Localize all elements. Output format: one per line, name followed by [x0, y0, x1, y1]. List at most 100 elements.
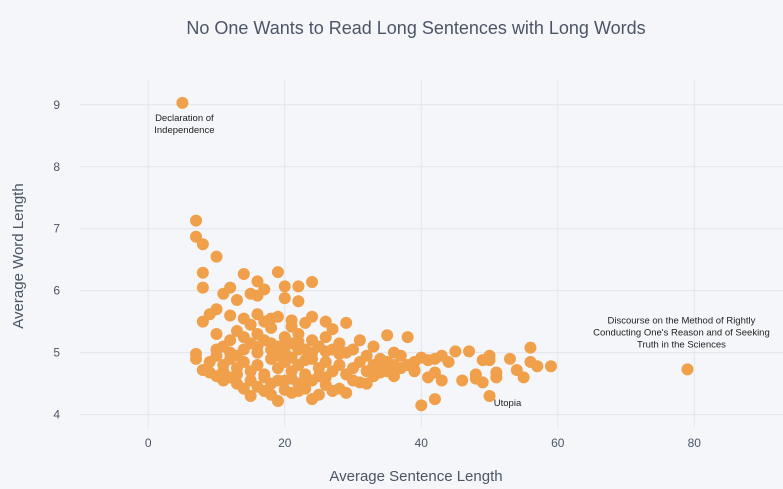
- y-tick-label: 4: [53, 408, 60, 422]
- data-point[interactable]: [381, 329, 394, 342]
- data-point[interactable]: [333, 347, 346, 360]
- data-point[interactable]: [367, 340, 380, 353]
- data-point[interactable]: [306, 276, 319, 289]
- data-point[interactable]: [387, 370, 400, 383]
- data-point[interactable]: [244, 390, 257, 403]
- data-point[interactable]: [306, 374, 319, 387]
- data-point[interactable]: [333, 359, 346, 372]
- data-point[interactable]: [483, 390, 496, 403]
- data-point[interactable]: [463, 345, 476, 358]
- data-point[interactable]: [278, 374, 291, 387]
- annotation-label: Utopia: [494, 398, 522, 409]
- data-point[interactable]: [190, 352, 203, 365]
- data-point[interactable]: [442, 355, 455, 368]
- data-point[interactable]: [230, 293, 243, 306]
- y-tick-label: 6: [53, 284, 60, 298]
- data-point[interactable]: [428, 393, 441, 406]
- data-point[interactable]: [319, 345, 332, 358]
- data-points: [176, 96, 694, 412]
- data-point[interactable]: [531, 360, 544, 373]
- data-point[interactable]: [251, 359, 264, 372]
- data-point[interactable]: [292, 295, 305, 308]
- annotation-line: Truth in the Sciences: [637, 339, 726, 350]
- data-point[interactable]: [224, 334, 237, 347]
- data-point[interactable]: [190, 214, 203, 227]
- data-point[interactable]: [196, 281, 209, 294]
- data-point[interactable]: [285, 314, 298, 327]
- annotation-line: Utopia: [494, 398, 522, 409]
- x-tick-label: 60: [551, 436, 565, 450]
- data-point[interactable]: [544, 360, 557, 373]
- data-point[interactable]: [271, 349, 284, 362]
- data-point[interactable]: [415, 399, 428, 412]
- data-point[interactable]: [319, 355, 332, 368]
- data-point[interactable]: [230, 368, 243, 381]
- data-point[interactable]: [210, 343, 223, 356]
- data-point[interactable]: [319, 371, 332, 384]
- data-point[interactable]: [265, 377, 278, 390]
- data-point[interactable]: [196, 315, 209, 328]
- data-point[interactable]: [517, 371, 530, 384]
- data-point[interactable]: [340, 316, 353, 329]
- data-point[interactable]: [278, 339, 291, 352]
- data-point[interactable]: [244, 318, 257, 331]
- data-point[interactable]: [408, 365, 421, 378]
- data-point[interactable]: [326, 323, 339, 336]
- data-point[interactable]: [490, 371, 503, 384]
- data-point[interactable]: [271, 266, 284, 279]
- data-point[interactable]: [428, 366, 441, 379]
- data-point[interactable]: [483, 354, 496, 367]
- data-point[interactable]: [333, 337, 346, 350]
- data-point[interactable]: [210, 303, 223, 316]
- data-point[interactable]: [224, 309, 237, 322]
- data-point[interactable]: [271, 310, 284, 323]
- annotation-label: Discourse on the Method of Rightly Conduc…: [593, 315, 770, 350]
- data-point[interactable]: [401, 331, 414, 344]
- data-point[interactable]: [265, 337, 278, 350]
- data-point[interactable]: [258, 315, 271, 328]
- data-point[interactable]: [217, 365, 230, 378]
- data-point[interactable]: [196, 238, 209, 251]
- data-point[interactable]: [230, 349, 243, 362]
- data-point[interactable]: [278, 292, 291, 305]
- data-point[interactable]: [244, 374, 257, 387]
- data-point[interactable]: [340, 386, 353, 399]
- y-tick-label: 8: [53, 160, 60, 174]
- data-point[interactable]: [435, 374, 448, 387]
- data-point[interactable]: [176, 96, 189, 109]
- data-point[interactable]: [251, 275, 264, 288]
- data-point[interactable]: [449, 345, 462, 358]
- data-point[interactable]: [285, 351, 298, 364]
- data-point[interactable]: [251, 340, 264, 353]
- data-point[interactable]: [237, 267, 250, 280]
- data-point[interactable]: [319, 331, 332, 344]
- x-tick-label: 40: [415, 436, 429, 450]
- data-point[interactable]: [271, 394, 284, 407]
- y-tick-label: 9: [53, 98, 60, 112]
- data-point[interactable]: [353, 334, 366, 347]
- data-point[interactable]: [244, 287, 257, 300]
- data-point[interactable]: [456, 374, 469, 387]
- data-point[interactable]: [394, 349, 407, 362]
- data-point[interactable]: [299, 354, 312, 367]
- data-point[interactable]: [524, 341, 537, 354]
- data-point[interactable]: [278, 280, 291, 293]
- data-point[interactable]: [681, 363, 694, 376]
- data-point[interactable]: [224, 281, 237, 294]
- data-point[interactable]: [503, 352, 516, 365]
- data-point[interactable]: [312, 388, 325, 401]
- data-point[interactable]: [258, 283, 271, 296]
- data-point[interactable]: [353, 355, 366, 368]
- data-point[interactable]: [210, 250, 223, 263]
- data-point[interactable]: [210, 328, 223, 341]
- data-point[interactable]: [387, 359, 400, 372]
- data-point[interactable]: [196, 266, 209, 279]
- x-tick-label: 20: [278, 436, 292, 450]
- data-point[interactable]: [299, 316, 312, 329]
- data-point[interactable]: [476, 376, 489, 389]
- data-point[interactable]: [292, 377, 305, 390]
- data-point[interactable]: [292, 335, 305, 348]
- data-point[interactable]: [347, 343, 360, 356]
- data-point[interactable]: [292, 280, 305, 293]
